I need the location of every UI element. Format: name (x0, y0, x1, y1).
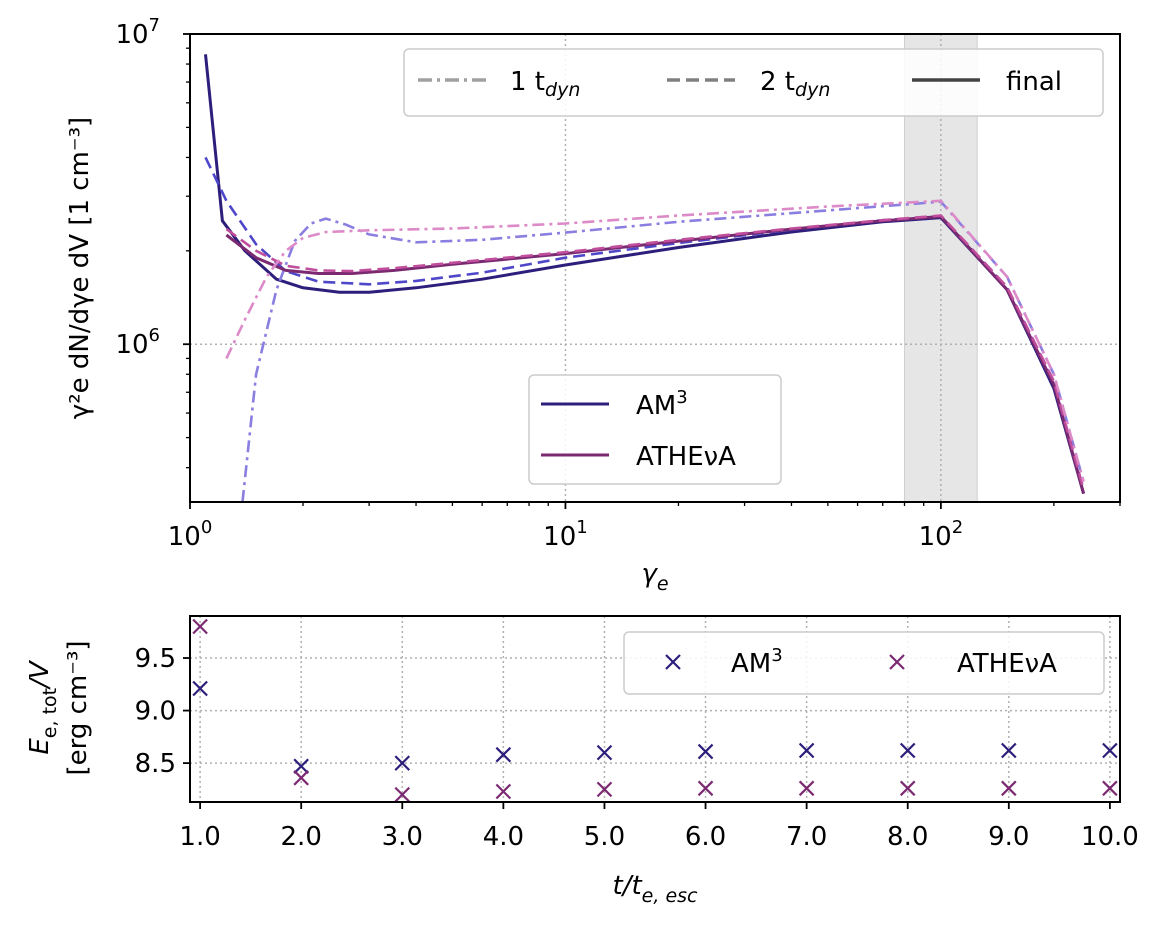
bottom-y-tick-label-0: 8.5 (135, 749, 176, 779)
bottom-x-tick-label-3: 4.0 (483, 822, 524, 852)
top-x-ticks: 100 101 102 (168, 502, 1121, 552)
bottom-x-tick-label-2: 3.0 (382, 822, 423, 852)
scatter-point-0-1 (293, 758, 309, 775)
scatter-point-0-6 (798, 742, 815, 759)
style-legend-final: final (1006, 67, 1062, 97)
scatter-point-1-0 (192, 618, 208, 635)
bottom-chart: 1.0 2.0 3.0 4.0 5.0 6.0 7.0 8.0 9.0 10.0 8.5 9.0 9.… (25, 615, 1139, 907)
bottom-y-axis-label: Ee, tot/V [erg cm⁻³] (25, 640, 93, 775)
bottom-y-tick-label-2: 9.5 (135, 644, 176, 674)
bottom-plot-frame (189, 615, 1121, 803)
bottom-x-tick-label-6: 7.0 (786, 822, 827, 852)
scatter-point-0-0 (192, 680, 208, 697)
bottom-x-tick-label-9: 10.0 (1081, 822, 1139, 852)
code-legend-top: AM3 ATHEνA (528, 374, 782, 485)
scatter-point-0-4 (596, 744, 613, 761)
code-legend-top-box (528, 374, 782, 485)
top-y-ticks: 106 107 (115, 15, 190, 469)
bottom-series-group (192, 618, 1118, 802)
code-legend-athena-label: ATHEνA (636, 442, 736, 472)
scatter-point-1-5 (697, 780, 714, 797)
scatter-point-1-1 (293, 770, 309, 786)
top-chart: 100 101 102 106 107 γe γ²e dN/dγe dV [1 cm⁻… (65, 15, 1121, 595)
top-y-tick-label-1: 107 (115, 15, 160, 50)
top-x-tick-label-2: 102 (919, 517, 964, 552)
scatter-point-1-3 (495, 783, 512, 800)
bottom-x-ticks: 1.0 2.0 3.0 4.0 5.0 6.0 7.0 8.0 9.0 10.0 (179, 802, 1139, 852)
series-line-4 (225, 214, 1085, 490)
scatter-point-1-6 (798, 780, 815, 797)
code-legend-bottom-box (623, 631, 1105, 695)
code-legend-bottom: AM3 ATHEνA (623, 631, 1105, 695)
scatter-point-0-9 (1102, 742, 1118, 759)
scatter-point-1-2 (394, 786, 411, 802)
series-line-5 (225, 199, 1085, 483)
scatter-point-1-7 (899, 780, 916, 797)
bottom-y-ticks: 8.5 9.0 9.5 (135, 644, 190, 779)
scatter-point-1-4 (596, 781, 613, 798)
bottom-y-label-line2: [erg cm⁻³] (63, 640, 93, 775)
scatter-point-0-2 (394, 755, 411, 771)
bottom-x-tick-label-4: 5.0 (584, 822, 625, 852)
style-legend-box (403, 48, 1104, 117)
bottom-legend-am3-marker (665, 654, 681, 670)
bottom-legend-am3-label: AM3 (731, 645, 783, 679)
top-x-tick-label-0: 100 (168, 517, 213, 552)
scatter-point-1-9 (1102, 780, 1118, 797)
bottom-legend-athena-marker (889, 654, 905, 670)
scatter-point-0-7 (899, 742, 916, 759)
bottom-y-tick-label-1: 9.0 (135, 697, 176, 727)
scatter-point-0-3 (495, 746, 512, 763)
bottom-x-axis-label: t/te, esc (613, 871, 699, 907)
top-y-axis-label-text: γ²e dN/dγe dV [1 cm⁻³] (65, 117, 95, 419)
top-x-axis-label-sub: e (657, 573, 669, 595)
top-y-tick-label-0: 106 (115, 325, 160, 360)
bottom-x-tick-label-8: 9.0 (988, 822, 1029, 852)
bottom-x-tick-label-0: 1.0 (179, 822, 220, 852)
bottom-x-tick-label-7: 8.0 (887, 822, 928, 852)
scatter-point-1-8 (1001, 780, 1017, 797)
bottom-legend-athena-label: ATHEνA (957, 649, 1057, 679)
style-legend-1tdyn: 1 tdyn (510, 67, 580, 101)
bottom-x-tick-label-5: 6.0 (685, 822, 726, 852)
scatter-point-0-5 (697, 743, 714, 760)
code-legend-am3-label: AM3 (636, 387, 688, 421)
top-plot-frame (189, 33, 1121, 503)
top-y-axis-label: γ²e dN/dγe dV [1 cm⁻³] (65, 117, 95, 419)
top-x-axis-label: γe (641, 559, 668, 595)
bottom-x-tick-label-1: 2.0 (281, 822, 322, 852)
style-legend: 1 tdyn 2 tdyn final (403, 48, 1104, 117)
style-legend-2tdyn: 2 tdyn (760, 67, 830, 101)
top-series-group (204, 54, 1086, 502)
series-line-3 (225, 215, 1086, 494)
scatter-point-0-8 (1001, 742, 1017, 759)
bottom-y-label-line1: Ee, tot/V (25, 659, 61, 754)
top-x-tick-label-1: 101 (543, 517, 588, 552)
